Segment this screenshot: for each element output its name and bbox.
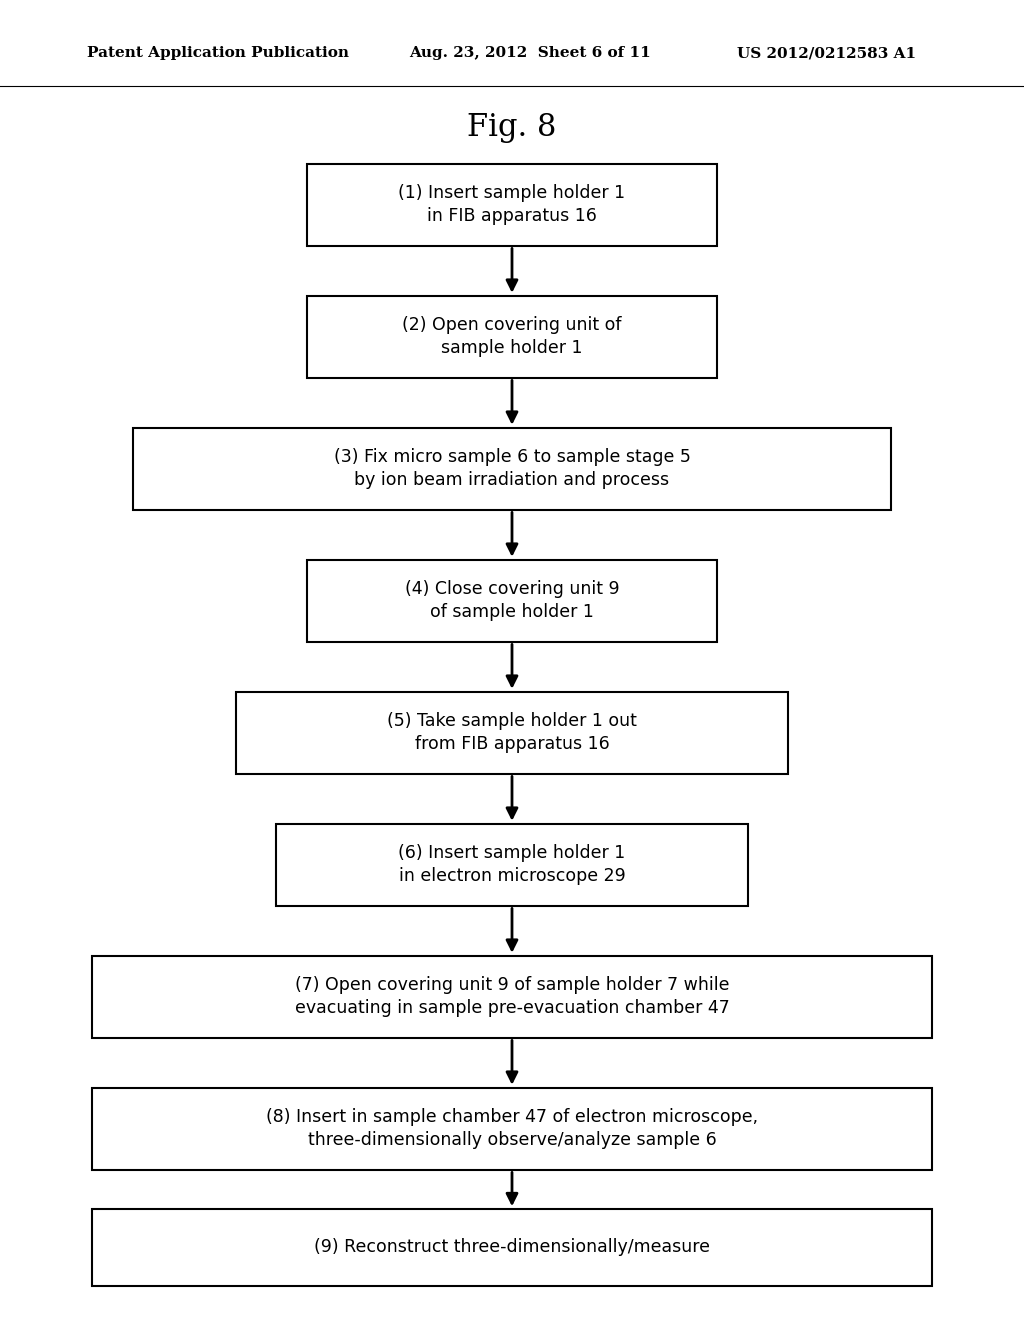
Text: (4) Close covering unit 9
of sample holder 1: (4) Close covering unit 9 of sample hold…: [404, 579, 620, 622]
Text: (1) Insert sample holder 1
in FIB apparatus 16: (1) Insert sample holder 1 in FIB appara…: [398, 183, 626, 226]
Text: (2) Open covering unit of
sample holder 1: (2) Open covering unit of sample holder …: [402, 315, 622, 358]
FancyBboxPatch shape: [307, 296, 717, 378]
FancyBboxPatch shape: [92, 1088, 932, 1170]
FancyBboxPatch shape: [276, 824, 748, 906]
FancyBboxPatch shape: [307, 164, 717, 246]
Text: Patent Application Publication: Patent Application Publication: [87, 46, 349, 61]
Text: Aug. 23, 2012  Sheet 6 of 11: Aug. 23, 2012 Sheet 6 of 11: [410, 46, 651, 61]
FancyBboxPatch shape: [133, 428, 891, 510]
FancyBboxPatch shape: [307, 560, 717, 642]
Text: (8) Insert in sample chamber 47 of electron microscope,
three-dimensionally obse: (8) Insert in sample chamber 47 of elect…: [266, 1107, 758, 1150]
Text: (3) Fix micro sample 6 to sample stage 5
by ion beam irradiation and process: (3) Fix micro sample 6 to sample stage 5…: [334, 447, 690, 490]
Text: Fig. 8: Fig. 8: [467, 112, 557, 143]
FancyBboxPatch shape: [92, 1209, 932, 1286]
Text: (7) Open covering unit 9 of sample holder 7 while
evacuating in sample pre-evacu: (7) Open covering unit 9 of sample holde…: [295, 975, 729, 1018]
FancyBboxPatch shape: [236, 692, 788, 774]
Text: US 2012/0212583 A1: US 2012/0212583 A1: [737, 46, 916, 61]
FancyBboxPatch shape: [92, 956, 932, 1038]
Text: (6) Insert sample holder 1
in electron microscope 29: (6) Insert sample holder 1 in electron m…: [398, 843, 626, 886]
Text: (5) Take sample holder 1 out
from FIB apparatus 16: (5) Take sample holder 1 out from FIB ap…: [387, 711, 637, 754]
Text: (9) Reconstruct three-dimensionally/measure: (9) Reconstruct three-dimensionally/meas…: [314, 1238, 710, 1257]
